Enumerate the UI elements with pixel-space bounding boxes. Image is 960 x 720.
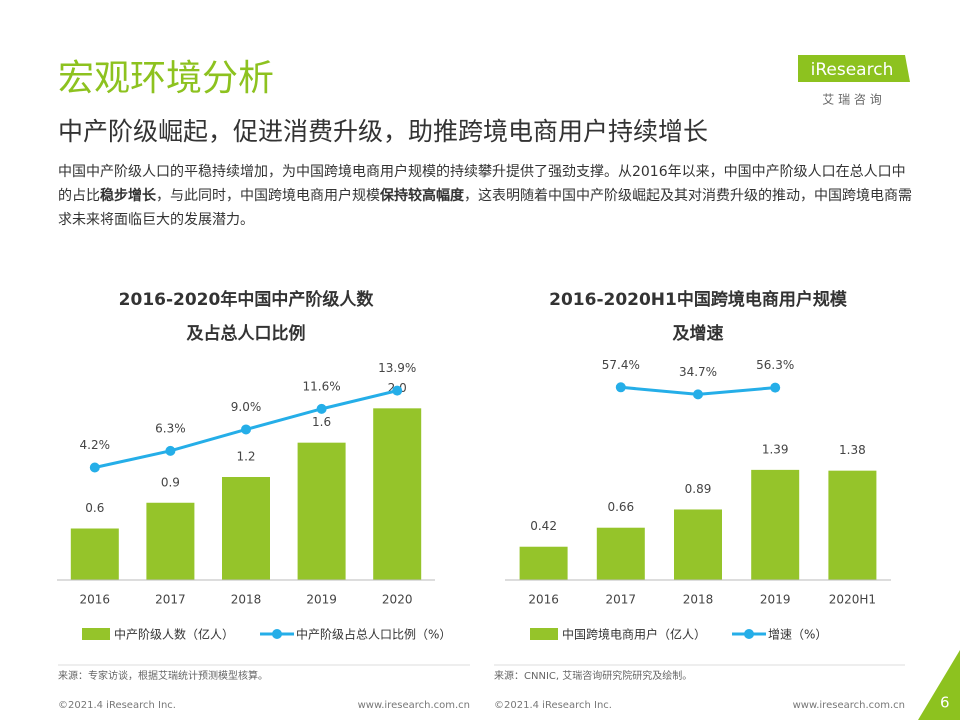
logo-box bbox=[798, 55, 910, 82]
x-tick-label: 2016 bbox=[80, 593, 111, 607]
footer-url: www.iresearch.com.cn bbox=[793, 700, 905, 711]
data-label: 0.66 bbox=[607, 500, 634, 514]
bar bbox=[751, 469, 800, 580]
legend-swatch bbox=[272, 629, 283, 639]
page-number: 6 bbox=[940, 694, 950, 712]
legend-swatch bbox=[82, 628, 110, 640]
chart-title: 2016-2020H1中国跨境电商用户规模 bbox=[549, 289, 848, 310]
data-label: 9.0% bbox=[231, 400, 262, 414]
data-label: 34.7% bbox=[679, 365, 717, 379]
footer-url: www.iresearch.com.cn bbox=[358, 700, 470, 711]
x-tick-label: 2018 bbox=[683, 593, 714, 607]
x-tick-label: 2020 bbox=[382, 593, 413, 607]
text-run: 中国中产阶级人口的平稳持续增加，为中国跨境电商用户规模的持续攀升提供了强劲支撑。… bbox=[58, 164, 906, 204]
point bbox=[89, 462, 100, 473]
slide-subtitle: 中产阶级崛起，促进消费升级，助推跨境电商用户持续增长 bbox=[58, 117, 708, 146]
legend-label: 中国跨境电商用户（亿人） bbox=[562, 627, 706, 642]
x-tick-label: 2017 bbox=[155, 593, 186, 607]
bar bbox=[222, 477, 270, 580]
data-label: 0.9 bbox=[161, 475, 180, 489]
source-note: 来源：专家访谈，根据艾瑞统计预测模型核算。 bbox=[58, 669, 268, 682]
bar bbox=[297, 442, 346, 580]
copyright: ©2021.4 iResearch Inc. bbox=[494, 700, 612, 711]
bar bbox=[674, 509, 722, 580]
data-label: 11.6% bbox=[303, 379, 341, 393]
data-label: 1.2 bbox=[236, 450, 255, 464]
data-label: 57.4% bbox=[602, 358, 640, 372]
data-label: 0.42 bbox=[530, 519, 557, 533]
emphasis: 保持较高幅度 bbox=[380, 188, 464, 204]
bar bbox=[596, 527, 645, 580]
x-tick-label: 2020H1 bbox=[829, 593, 876, 607]
text-run: ，与此同时，中国跨境电商用户规模 bbox=[156, 188, 380, 204]
legend-swatch bbox=[744, 629, 755, 639]
chart-title: 及占总人口比例 bbox=[187, 323, 306, 344]
legend-swatch bbox=[530, 628, 558, 640]
legend-label: 增速（%） bbox=[768, 628, 827, 642]
bar bbox=[373, 408, 422, 580]
point bbox=[392, 385, 403, 396]
point bbox=[241, 424, 251, 435]
point bbox=[693, 389, 703, 400]
bar bbox=[828, 470, 877, 580]
data-label: 1.38 bbox=[839, 443, 866, 457]
point bbox=[165, 445, 176, 456]
x-tick-label: 2018 bbox=[231, 593, 262, 607]
data-label: 1.6 bbox=[312, 415, 331, 429]
legend-label: 中产阶级人数（亿人） bbox=[114, 627, 234, 642]
emphasis: 稳步增长 bbox=[100, 188, 156, 204]
point bbox=[770, 382, 781, 393]
bar bbox=[519, 546, 568, 580]
logo-tagline: 艾 瑞 咨 询 bbox=[822, 92, 881, 107]
legend-label: 中产阶级占总人口比例（%） bbox=[296, 627, 451, 642]
data-label: 56.3% bbox=[756, 358, 794, 372]
copyright: ©2021.4 iResearch Inc. bbox=[58, 700, 176, 711]
x-tick-label: 2017 bbox=[606, 593, 637, 607]
x-tick-label: 2016 bbox=[528, 593, 559, 607]
data-label: 1.39 bbox=[762, 442, 789, 456]
bar bbox=[146, 502, 195, 580]
data-label: 6.3% bbox=[155, 421, 186, 435]
text-run: ，这表明随着中国中产阶级崛起及其对消费升级的推动，中国跨境电商需求未来将面临巨大… bbox=[58, 188, 912, 228]
source-note: 来源：CNNIC, 艾瑞咨询研究院研究及绘制。 bbox=[494, 669, 692, 682]
slide-title: 宏观环境分析 bbox=[58, 58, 274, 99]
chart-title: 及增速 bbox=[673, 323, 724, 344]
point bbox=[316, 403, 327, 414]
chart-title: 2016-2020年中国中产阶级人数 bbox=[119, 289, 375, 310]
data-label: 13.9% bbox=[378, 361, 416, 375]
logo-brand: iResearch bbox=[811, 60, 894, 80]
point bbox=[615, 382, 626, 393]
data-label: 4.2% bbox=[80, 438, 111, 452]
body-text: 中国中产阶级人口的平稳持续增加，为中国跨境电商用户规模的持续攀升提供了强劲支撑。… bbox=[58, 160, 918, 232]
x-tick-label: 2019 bbox=[760, 593, 791, 607]
x-tick-label: 2019 bbox=[306, 593, 337, 607]
data-label: 0.89 bbox=[685, 482, 712, 496]
data-label: 0.6 bbox=[85, 501, 104, 515]
corner-mark bbox=[918, 650, 960, 720]
bar bbox=[70, 528, 119, 580]
